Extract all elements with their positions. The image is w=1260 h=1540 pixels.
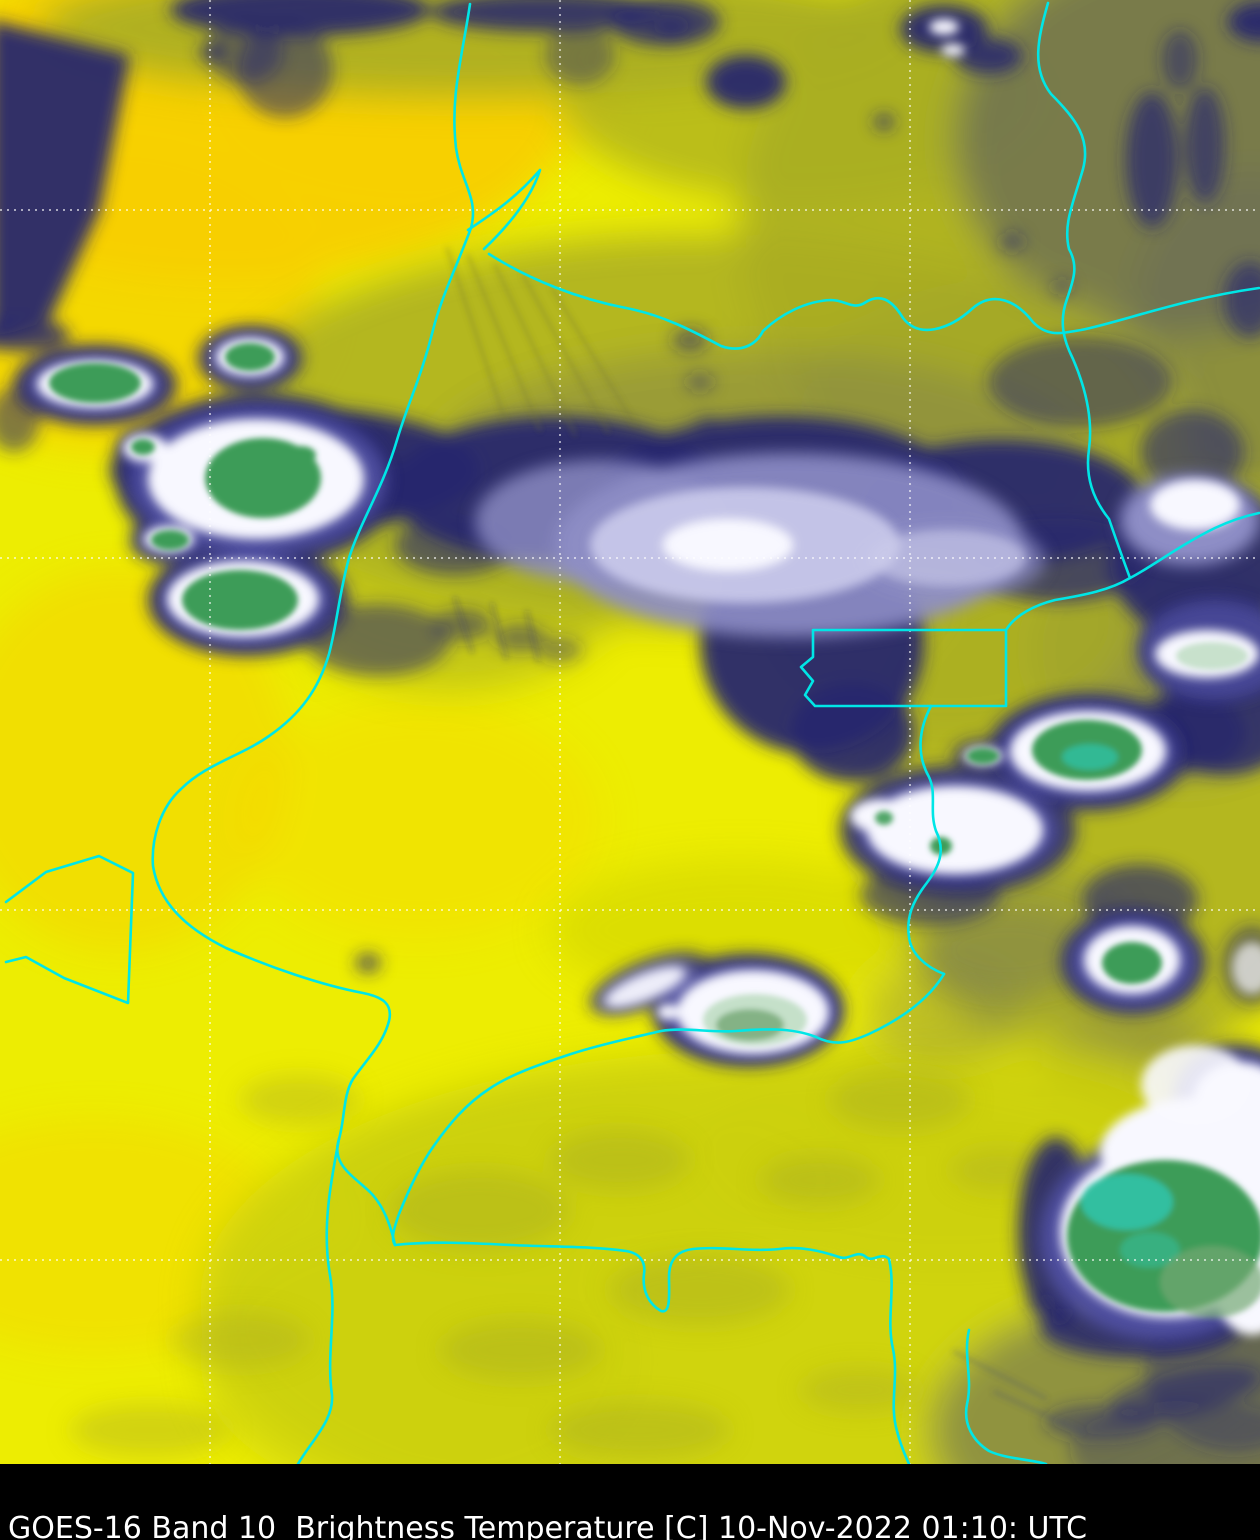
boundary-square-region <box>799 628 1008 708</box>
caption-text: GOES-16 Band 10 Brightness Temperature [… <box>8 1511 1087 1540</box>
boundary-east-river-south-branch <box>1004 576 1132 632</box>
caption-bar <box>0 1464 1260 1540</box>
cloud-green-core-layer <box>49 343 1260 1318</box>
boundary-southwest-wiggle <box>391 972 946 1247</box>
boundary-pennant <box>4 854 135 1005</box>
boundary-west-south-branch <box>296 1137 341 1464</box>
boundary-south-horizontal <box>393 1241 891 1313</box>
boundary-west-river <box>151 2 475 1247</box>
boundary-east-river <box>1036 1 1260 580</box>
boundary-mid-east-west <box>487 252 1260 350</box>
state-boundary-lines <box>4 1 1260 1464</box>
streak-layer <box>446 247 1084 1434</box>
boundary-lake-spike <box>466 168 542 251</box>
boundary-southeast-corner <box>964 1328 1048 1464</box>
graticule <box>0 0 1260 1464</box>
boundary-river-south-of-square <box>907 704 946 976</box>
boundary-south-descent <box>887 1257 911 1464</box>
